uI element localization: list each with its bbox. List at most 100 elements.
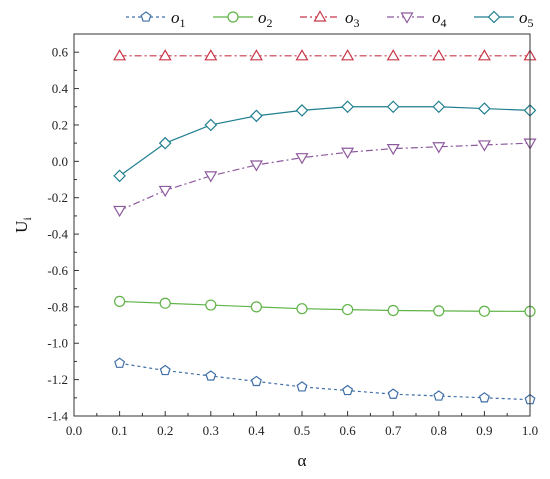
x-tick-label: 0.4 (248, 423, 265, 438)
legend-item-o2: o2 (213, 8, 273, 30)
legend-swatch-marker (227, 11, 239, 23)
legend-label-main: o (171, 8, 180, 27)
data-point (249, 160, 263, 172)
y-tick-label: 0.0 (52, 154, 68, 169)
legend-label-main: o (258, 8, 267, 27)
legend-swatch-marker (313, 10, 327, 22)
y-tick-label: 0.6 (52, 45, 69, 60)
series-o4 (113, 138, 537, 218)
data-point (386, 49, 400, 61)
data-point (477, 49, 491, 61)
series-o1 (114, 357, 536, 405)
legend-label-sub: 1 (180, 16, 186, 30)
data-point (386, 100, 400, 114)
data-point (478, 392, 490, 403)
data-point (205, 299, 217, 311)
x-tick-label: 0.9 (476, 423, 492, 438)
x-axis: 0.0 0.1 0.2 0.3 0.4 0.5 0.6 0.7 0.8 0.9 1.0 (66, 411, 538, 438)
y-axis-title-main: U (12, 221, 31, 233)
data-point (432, 142, 446, 154)
data-point (114, 357, 126, 368)
data-point (387, 304, 399, 317)
data-point (341, 49, 355, 61)
data-point (250, 375, 262, 387)
series-line (119, 300, 531, 312)
x-tick-label: 0.6 (339, 423, 356, 438)
data-point (386, 144, 400, 156)
data-point (433, 305, 445, 317)
x-tick-label: 0.5 (294, 423, 310, 438)
data-point (113, 169, 126, 183)
data-point (113, 295, 126, 307)
data-point (478, 305, 490, 317)
data-point (204, 118, 218, 132)
data-point (432, 100, 446, 114)
y-tick-label: 0.4 (52, 81, 69, 96)
y-tick-label: -1.0 (47, 336, 68, 351)
legend-item-o3: o3 (300, 8, 360, 30)
data-point (204, 171, 218, 183)
data-point (296, 381, 308, 392)
x-tick-label: 0.0 (66, 423, 82, 438)
legend-label-sub: 3 (354, 16, 360, 30)
data-point (113, 49, 127, 61)
legend-label: o1 (171, 8, 186, 30)
y-axis-title-sub: i (20, 217, 34, 221)
x-axis-title: α (298, 451, 307, 470)
x-tick-label: 0.8 (431, 423, 447, 438)
data-point (205, 370, 217, 381)
y-axis: 0.6 0.4 0.2 0.0 -0.2 -0.4 -0.6 -0.8 -1.0 -1.2 -1.4 (47, 33, 79, 424)
y-tick-label: -1.2 (47, 372, 68, 387)
legend-label-main: o (345, 8, 354, 27)
data-point (159, 297, 171, 309)
data-point (159, 364, 171, 376)
plot-frame (73, 33, 531, 417)
data-point (477, 140, 491, 152)
legend-label: o2 (258, 8, 273, 30)
series-line (119, 362, 531, 401)
series-o2 (113, 295, 536, 318)
legend-label: o4 (432, 8, 447, 30)
legend-swatch-marker (400, 12, 414, 24)
data-point (250, 301, 262, 313)
y-tick-label: 0.2 (52, 117, 68, 132)
legend-label: o5 (519, 8, 534, 30)
data-point (342, 384, 354, 396)
data-point (478, 102, 491, 115)
data-point (433, 390, 445, 401)
x-tick-label: 0.3 (203, 423, 219, 438)
data-point (204, 49, 218, 61)
legend-item-o1: o1 (126, 8, 186, 30)
y-tick-label: -0.2 (47, 190, 68, 205)
legend-swatch-marker (487, 10, 501, 24)
data-point (432, 49, 446, 61)
legend-item-o5: o5 (474, 8, 534, 30)
data-point (249, 49, 263, 61)
data-point (387, 388, 399, 399)
data-point (250, 109, 263, 123)
data-point (158, 136, 172, 150)
x-tick-label: 0.7 (385, 423, 402, 438)
series-line (119, 106, 531, 177)
data-point (295, 153, 309, 165)
y-tick-label: -0.4 (47, 227, 68, 242)
x-tick-label: 1.0 (522, 423, 538, 438)
data-point (113, 205, 127, 218)
data-point (295, 49, 309, 61)
x-tick-label: 0.2 (157, 423, 173, 438)
legend-item-o4: o4 (387, 8, 447, 30)
legend-label-main: o (432, 8, 441, 27)
data-point (158, 49, 172, 61)
series-o3 (113, 49, 537, 61)
y-tick-label: -0.6 (47, 263, 68, 278)
legend-label-sub: 5 (528, 16, 534, 30)
legend: o1 o2 o3 o4 o5 (126, 8, 534, 30)
y-tick-label: -1.4 (47, 409, 68, 424)
legend-label-sub: 2 (267, 16, 273, 30)
y-tick-label: -0.8 (47, 299, 68, 314)
series-layer (113, 49, 537, 405)
data-point (342, 303, 354, 316)
legend-label-main: o (519, 8, 528, 27)
y-axis-title: Ui (12, 217, 34, 233)
